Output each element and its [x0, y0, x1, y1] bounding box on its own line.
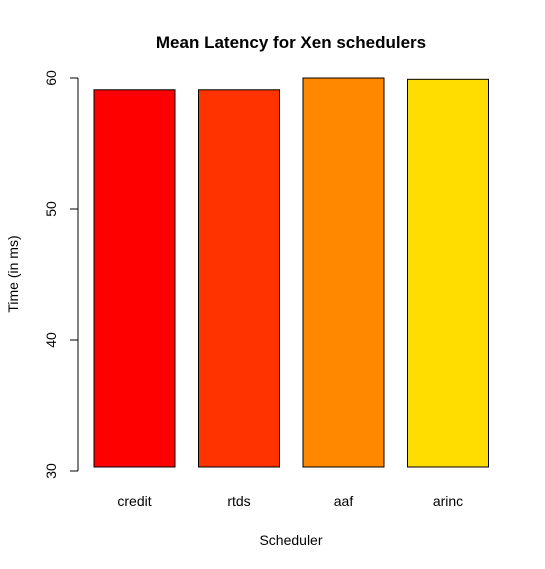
- chart-title: Mean Latency for Xen schedulers: [156, 33, 426, 52]
- category-label-aaf: aaf: [334, 493, 354, 509]
- category-label-arinc: arinc: [433, 493, 463, 509]
- category-labels: credit rtds aaf arinc: [117, 493, 463, 509]
- bars-group: [93, 77, 489, 468]
- y-tick-label: 30: [43, 463, 59, 479]
- category-label-credit: credit: [117, 493, 151, 509]
- y-tick-label: 50: [43, 201, 59, 217]
- bar-rtds: [198, 89, 280, 468]
- bar-credit: [93, 89, 176, 468]
- y-tick-label: 60: [43, 70, 59, 86]
- category-label-rtds: rtds: [227, 493, 250, 509]
- y-axis-ticks: 30 40 50 60: [43, 70, 78, 479]
- bar-arinc: [407, 78, 489, 468]
- x-axis-label: Scheduler: [259, 532, 322, 548]
- y-axis-label: Time (in ms): [5, 235, 21, 312]
- bar-aaf: [302, 77, 385, 468]
- y-tick-label: 40: [43, 332, 59, 348]
